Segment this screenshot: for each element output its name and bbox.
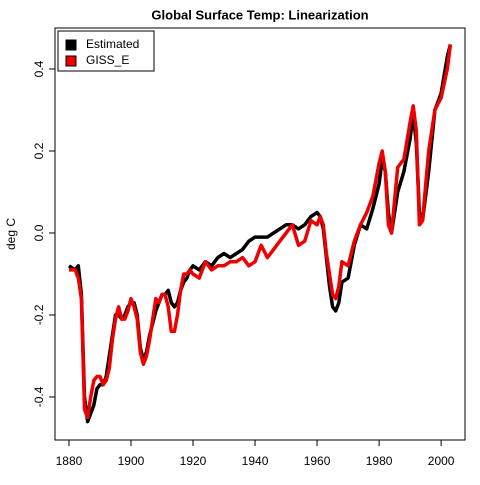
legend-swatch (65, 55, 77, 67)
legend-label: Estimated (86, 37, 139, 51)
y-tick-label: -0.4 (32, 386, 46, 407)
y-tick-label: -0.2 (32, 304, 46, 325)
x-tick-label: 2000 (428, 454, 455, 468)
x-tick-label: 1900 (118, 454, 145, 468)
x-tick-label: 1960 (304, 454, 331, 468)
y-tick-label: 0.4 (32, 60, 46, 77)
x-tick-label: 1940 (242, 454, 269, 468)
legend-swatch (65, 39, 77, 51)
x-tick-label: 1920 (180, 454, 207, 468)
y-tick-label: 0.2 (32, 142, 46, 159)
y-axis-label: deg C (4, 218, 18, 250)
y-tick-label: 0.0 (32, 224, 46, 241)
plot-frame (54, 27, 466, 441)
series-line (69, 44, 453, 420)
chart-title: Global Surface Temp: Linearization (151, 7, 368, 22)
x-tick-label: 1980 (366, 454, 393, 468)
x-tick-label: 1880 (56, 454, 83, 468)
legend-label: GISS_E (86, 53, 129, 67)
